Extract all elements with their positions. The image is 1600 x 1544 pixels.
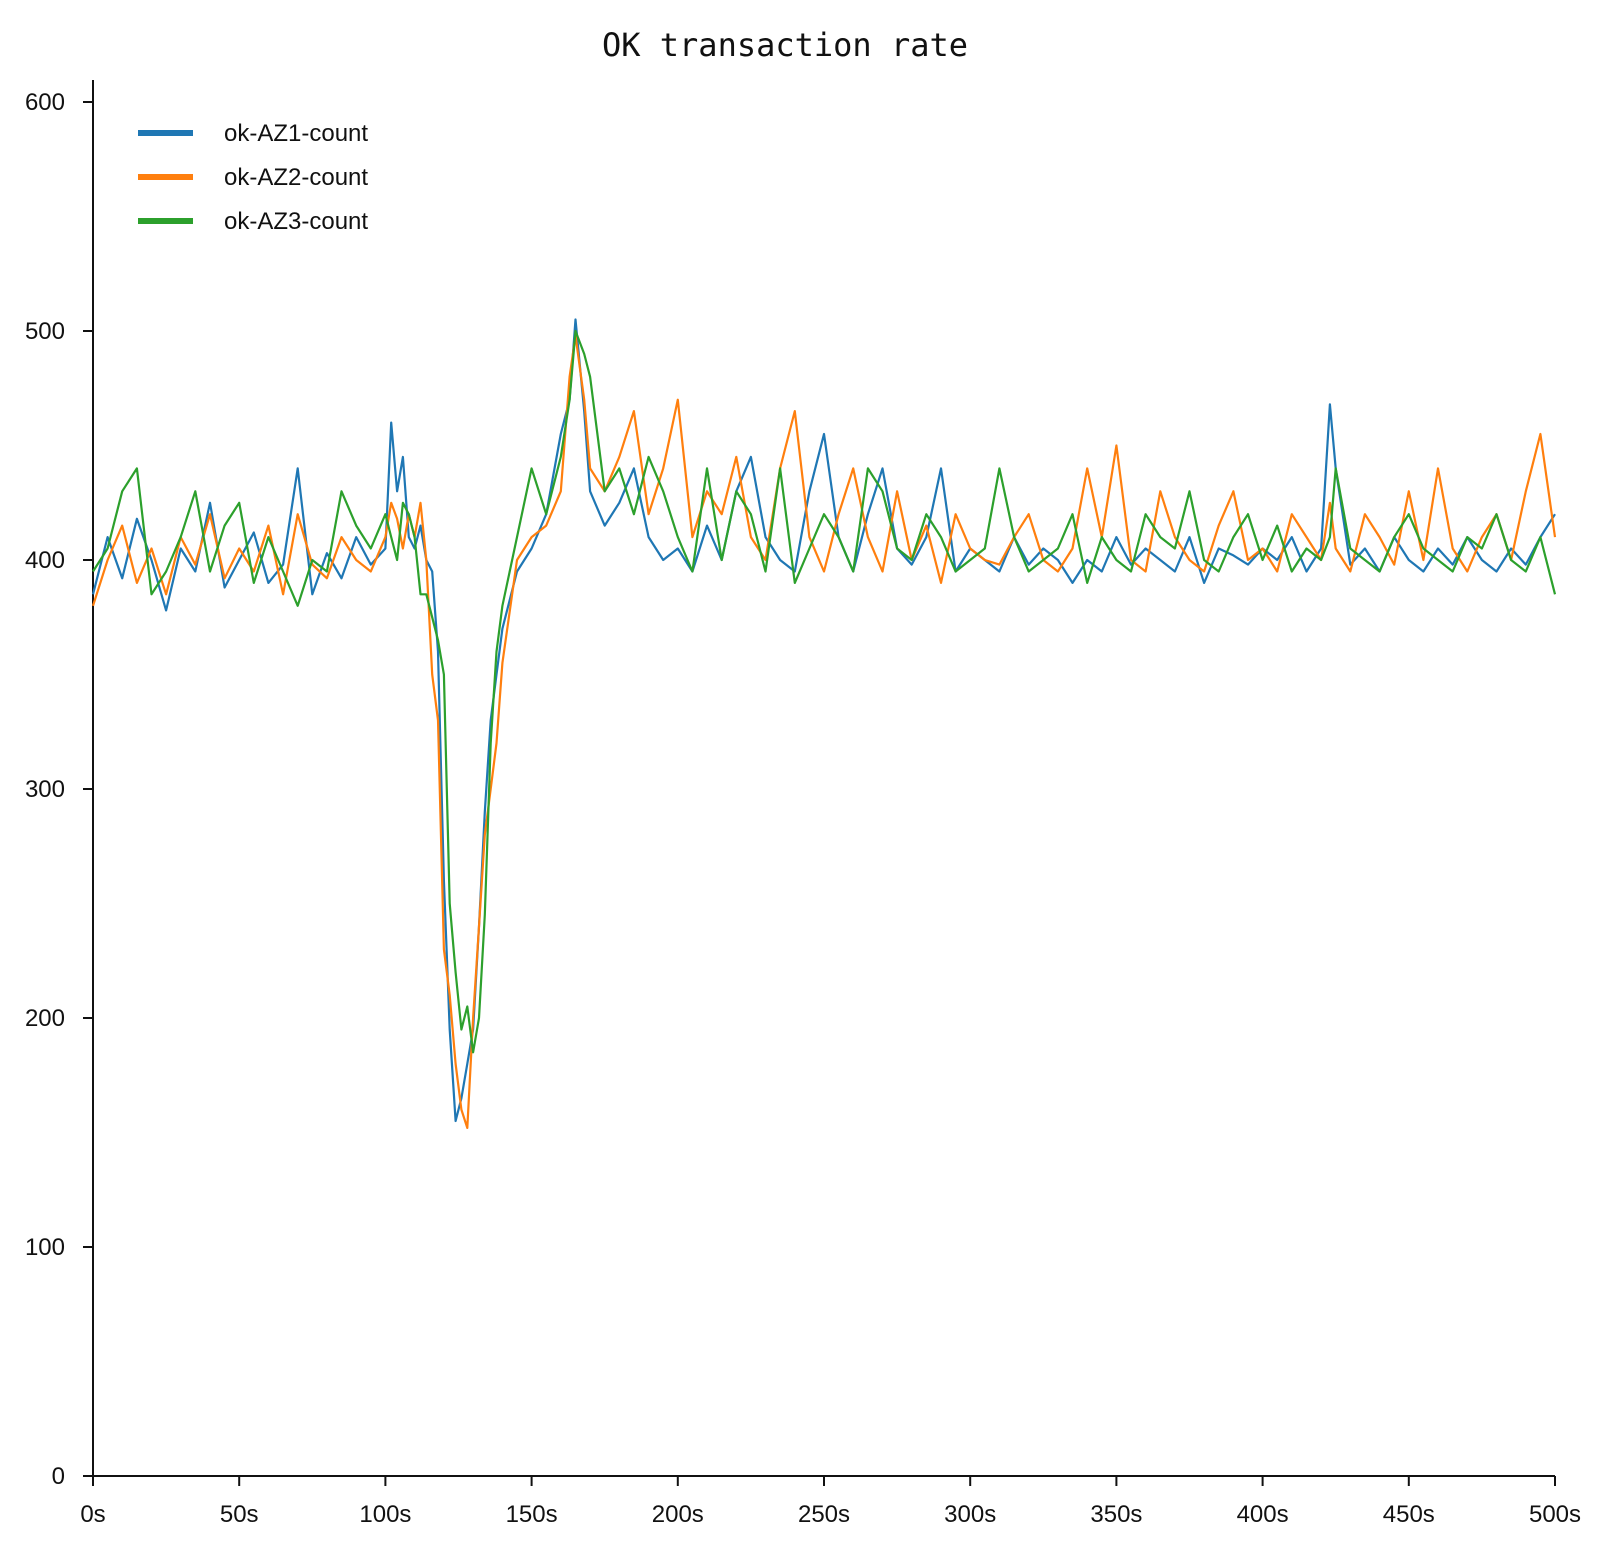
y-tick-label: 500 <box>25 318 65 345</box>
x-tick-label: 400s <box>1237 1501 1289 1528</box>
x-tick-label: 0s <box>80 1501 105 1528</box>
x-tick-label: 500s <box>1529 1501 1581 1528</box>
legend-label-ok-AZ3-count: ok-AZ3-count <box>224 208 368 235</box>
series-line-ok-AZ2-count <box>91 334 1557 1130</box>
series-line-ok-AZ1-count <box>91 318 1556 1123</box>
chart-title: OK transaction rate <box>602 26 968 64</box>
y-tick-label: 0 <box>52 1463 65 1490</box>
legend-label-ok-AZ2-count: ok-AZ2-count <box>224 164 368 191</box>
y-tick-label: 600 <box>25 89 65 116</box>
x-tick-label: 450s <box>1383 1501 1435 1528</box>
x-tick-label: 350s <box>1090 1501 1142 1528</box>
series-layer <box>91 318 1557 1130</box>
y-tick-label: 100 <box>25 1234 65 1261</box>
series-line-ok-AZ3-count <box>92 329 1557 1054</box>
x-tick-label: 50s <box>220 1501 259 1528</box>
x-tick-label: 250s <box>798 1501 850 1528</box>
y-tick-label: 300 <box>25 776 65 803</box>
y-tick-label: 400 <box>25 547 65 574</box>
x-tick-label: 100s <box>359 1501 411 1528</box>
y-tick-label: 200 <box>25 1005 65 1032</box>
x-tick-label: 150s <box>506 1501 558 1528</box>
x-tick-label: 300s <box>944 1501 996 1528</box>
axes: 0 100 200 300 400 500 600 0s 50s 100s 150s 200s 250s… <box>25 80 1581 1528</box>
legend: ok-AZ1-count ok-AZ2-count ok-AZ3-count <box>138 120 368 235</box>
legend-label-ok-AZ1-count: ok-AZ1-count <box>224 120 368 147</box>
x-tick-label: 200s <box>652 1501 704 1528</box>
